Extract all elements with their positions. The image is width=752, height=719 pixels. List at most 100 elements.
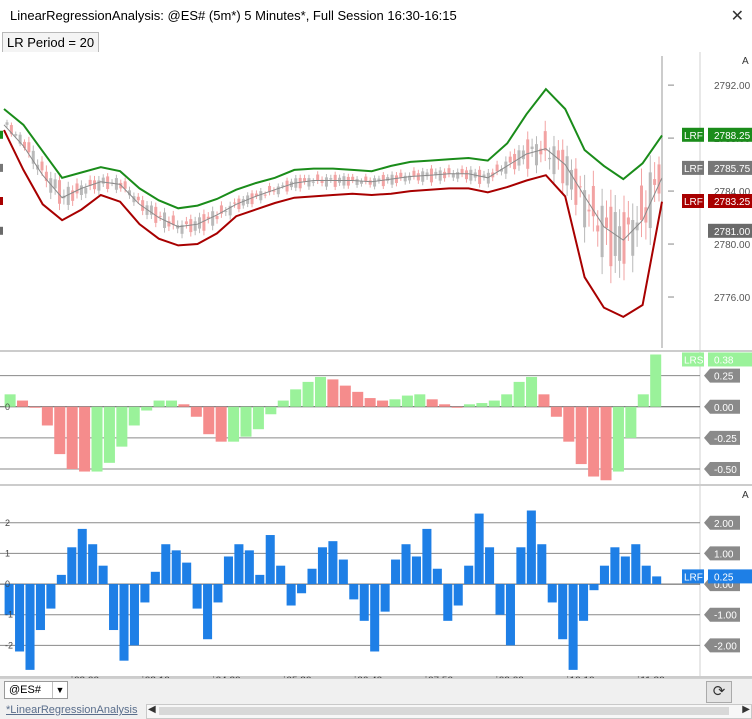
tick-badge bbox=[704, 430, 740, 445]
value-tag: 2781.00 bbox=[714, 227, 751, 238]
scrollbar-thumb[interactable] bbox=[159, 707, 729, 715]
slope-bar bbox=[302, 381, 314, 407]
forecast-bar bbox=[631, 544, 641, 585]
candle-body bbox=[276, 186, 280, 195]
time-label: 04:20 bbox=[216, 675, 241, 678]
candle-body bbox=[451, 173, 455, 178]
forecast-bar bbox=[464, 565, 474, 585]
slope-bar bbox=[228, 406, 240, 442]
time-label: 07:50 bbox=[428, 675, 453, 678]
slope-bar bbox=[252, 406, 264, 430]
forecast-bar bbox=[401, 544, 411, 585]
value-tag-label-bg bbox=[682, 352, 704, 367]
tick-badge bbox=[704, 399, 740, 414]
candle-body bbox=[504, 161, 508, 174]
candle-body bbox=[408, 175, 412, 181]
close-icon[interactable]: ✕ bbox=[730, 8, 744, 25]
forecast-bar bbox=[35, 584, 45, 631]
parameter-label: LR Period = 20 bbox=[2, 32, 100, 54]
candle-body bbox=[171, 215, 175, 225]
candle-body bbox=[359, 181, 363, 184]
tab-analysis[interactable]: *LinearRegressionAnalysis bbox=[6, 704, 138, 716]
slope-bar bbox=[612, 406, 624, 472]
left-edge-marker bbox=[0, 163, 3, 172]
forecast-bar bbox=[370, 584, 380, 652]
tick-badge bbox=[704, 607, 740, 622]
candle-body bbox=[263, 194, 267, 196]
value-tag-label: LRS bbox=[684, 355, 704, 366]
slope-bar bbox=[463, 404, 475, 407]
candle-body bbox=[5, 122, 9, 125]
forecast-bar bbox=[223, 556, 233, 585]
candle-body bbox=[154, 206, 158, 223]
horizontal-scrollbar[interactable]: ◀ ▶ bbox=[146, 704, 752, 719]
candle-body bbox=[272, 190, 276, 192]
value-tag-label-bg bbox=[682, 127, 704, 142]
candle-body bbox=[66, 186, 70, 205]
value-tag-bg bbox=[708, 223, 752, 238]
candle-body bbox=[316, 174, 320, 181]
forecast-bar bbox=[109, 584, 119, 631]
value-tag-label: LRF bbox=[684, 164, 703, 175]
forecast-bar bbox=[558, 584, 568, 640]
chevron-down-icon[interactable]: ▼ bbox=[52, 682, 67, 698]
slope-bar bbox=[488, 400, 500, 407]
refresh-icon[interactable]: ⟳ bbox=[706, 681, 732, 703]
candle-body bbox=[193, 221, 197, 231]
slope-bar bbox=[128, 406, 140, 426]
candle-body bbox=[583, 190, 587, 228]
candle-body bbox=[530, 146, 534, 150]
value-tag-label: LRF bbox=[684, 197, 703, 208]
forecast-bar bbox=[380, 584, 390, 612]
chart-area[interactable]: AAA2792.002788.002784.002780.002776.00LR… bbox=[0, 52, 752, 678]
time-label: 10:10 bbox=[570, 675, 595, 678]
slope-bar bbox=[513, 381, 525, 407]
candle-body bbox=[556, 150, 560, 160]
forecast-bar bbox=[255, 574, 265, 585]
forecast-bar bbox=[443, 584, 453, 621]
forecast-bar bbox=[203, 584, 213, 640]
candle-body bbox=[600, 205, 604, 258]
candle-body bbox=[399, 172, 403, 178]
slope-bar bbox=[190, 406, 202, 417]
left-tick-label: -2 bbox=[5, 640, 13, 650]
forecast-bar bbox=[307, 568, 317, 585]
candle-body bbox=[534, 144, 538, 166]
scroll-right-icon[interactable]: ▶ bbox=[742, 704, 750, 715]
bottom-bar: @ES# ▼ ⟳ *LinearRegressionAnalysis ◀ ▶ bbox=[0, 678, 752, 719]
forecast-bar bbox=[411, 556, 421, 585]
candle-body bbox=[324, 177, 328, 187]
forecast-bar bbox=[286, 584, 296, 606]
left-edge-marker bbox=[0, 226, 3, 235]
candle-body bbox=[58, 180, 62, 204]
tick-badge bbox=[704, 462, 740, 477]
slope-bar bbox=[501, 394, 513, 407]
symbol-select[interactable]: @ES# ▼ bbox=[4, 681, 68, 699]
left-tick-label: 0 bbox=[5, 402, 10, 412]
scroll-left-icon[interactable]: ◀ bbox=[148, 704, 156, 715]
forecast-bar bbox=[620, 556, 630, 585]
value-tag-bg bbox=[708, 352, 752, 367]
slope-bar bbox=[165, 400, 178, 407]
slope-bar bbox=[66, 406, 78, 470]
price-tick-label: 2776.00 bbox=[714, 293, 751, 304]
candle-body bbox=[626, 217, 630, 225]
candle-body bbox=[241, 199, 245, 206]
slope-bar bbox=[79, 406, 91, 472]
forecast-bar bbox=[328, 541, 338, 585]
value-tag: 0.25 bbox=[714, 572, 734, 583]
slope-bar bbox=[339, 385, 351, 407]
forecast-bar bbox=[359, 584, 369, 621]
forecast-bar bbox=[579, 584, 589, 621]
price-tick-label: 2780.00 bbox=[714, 240, 751, 251]
candle-body bbox=[84, 187, 88, 194]
slope-bar bbox=[563, 406, 575, 442]
candle-body bbox=[648, 172, 652, 229]
forecast-bar bbox=[46, 584, 56, 609]
value-tag-bg bbox=[708, 160, 752, 175]
candle-body bbox=[657, 164, 661, 194]
value-tag: 2783.25 bbox=[714, 197, 751, 208]
forecast-bar bbox=[495, 584, 505, 615]
forecast-bar bbox=[4, 584, 14, 615]
forecast-bar bbox=[610, 547, 620, 585]
